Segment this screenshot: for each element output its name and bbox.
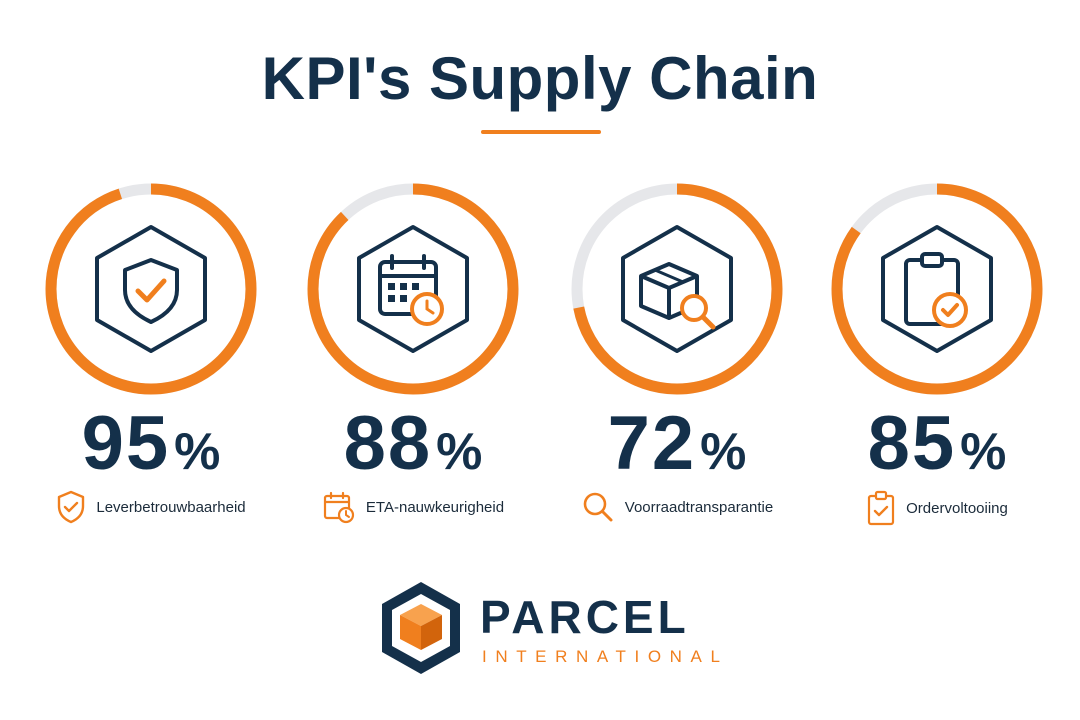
brand-name: PARCEL (480, 591, 690, 643)
kpi-number: 95 (81, 401, 171, 486)
progress-ring (826, 178, 1048, 400)
ring-fill (307, 183, 519, 395)
progress-ring (302, 178, 524, 400)
kpi-unit: % (960, 423, 1007, 481)
kpi-card-delivery-reliability: 95% Leverbetrouwbaarheid (40, 178, 262, 538)
calendar-clock-icon (357, 225, 469, 353)
kpi-label-text: Ordervoltooiing (906, 499, 1008, 517)
title-underline (481, 130, 601, 134)
clipboard-check-icon (868, 490, 895, 526)
kpi-card-inventory-transparency: 72% Voorraadtransparantie (566, 178, 788, 538)
shield-check-icon (95, 225, 207, 353)
progress-ring-svg (831, 183, 1043, 395)
progress-ring (566, 178, 788, 400)
progress-ring (40, 178, 262, 400)
calendar-clock-icon (323, 491, 355, 524)
kpi-value: 95% (40, 406, 262, 482)
kpi-label-text: Leverbetrouwbaarheid (96, 498, 246, 516)
kpi-number: 85 (867, 401, 957, 486)
kpi-unit: % (436, 423, 483, 481)
ring-fill (571, 183, 783, 395)
ring-fill (45, 183, 257, 395)
progress-ring-svg (45, 183, 257, 395)
magnifier-icon (583, 492, 613, 522)
kpi-number: 72 (607, 401, 697, 486)
progress-ring-svg (307, 183, 519, 395)
kpi-unit: % (700, 423, 747, 481)
brand-logo: PARCEL INTERNATIONAL (376, 578, 720, 678)
parcel-hexagon-logo-icon (382, 582, 460, 674)
kpi-card-order-completion: 85% Ordervoltooiing (826, 178, 1048, 538)
kpi-unit: % (174, 423, 221, 481)
kpi-card-eta-accuracy: 88% ETA-nauwkeurigheid (302, 178, 524, 538)
page-title: KPI's Supply Chain (261, 45, 819, 112)
kpi-number: 88 (343, 401, 433, 486)
progress-ring-svg (571, 183, 783, 395)
kpi-value: 85% (826, 406, 1048, 482)
box-magnifier-icon (621, 225, 733, 353)
kpi-value: 72% (566, 406, 788, 482)
kpi-label-text: ETA-nauwkeurigheid (365, 498, 505, 516)
kpi-label: Leverbetrouwbaarheid (20, 490, 282, 524)
shield-check-icon (58, 490, 85, 524)
kpi-label: Ordervoltooiing (806, 490, 1068, 526)
brand-tagline: INTERNATIONAL (482, 647, 729, 666)
kpi-label-text: Voorraadtransparantie (624, 498, 774, 516)
kpi-label: Voorraadtransparantie (546, 490, 808, 524)
kpi-value: 88% (302, 406, 524, 482)
kpi-label: ETA-nauwkeurigheid (282, 490, 544, 524)
clipboard-check-icon (881, 225, 993, 353)
ring-fill (831, 183, 1043, 395)
